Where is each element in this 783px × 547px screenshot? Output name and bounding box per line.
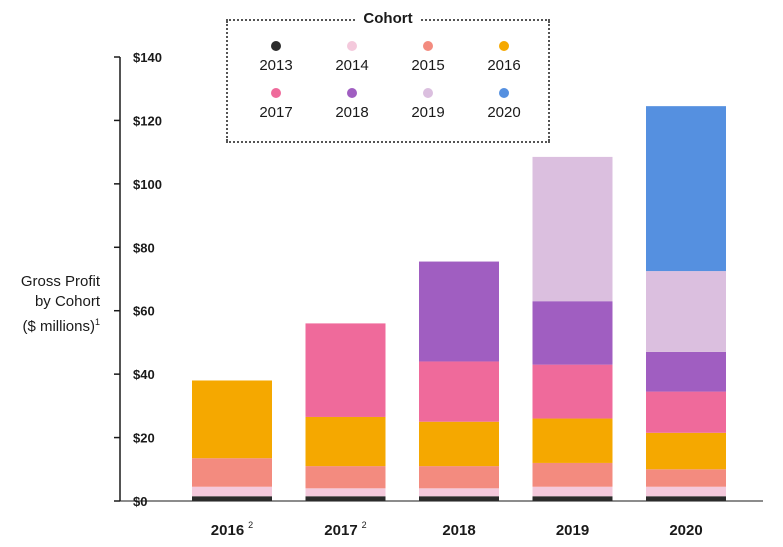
bar-segment-2019-cohort-2015 bbox=[532, 462, 613, 487]
legend-label: 2019 bbox=[411, 104, 445, 121]
bar-segment-2019-cohort-2017 bbox=[532, 364, 613, 419]
legend-item-2013: 2013 bbox=[238, 41, 314, 74]
bar-segment-2020-cohort-2016 bbox=[646, 432, 726, 470]
bar-segment-2020-cohort-2014 bbox=[646, 486, 726, 497]
bar-segment-2018-cohort-2014 bbox=[419, 488, 499, 497]
legend-item-2015: 2015 bbox=[390, 41, 466, 74]
x-tick-label: 2020 bbox=[669, 522, 702, 539]
x-tick-footnote: 2 bbox=[248, 520, 253, 530]
bar-segment-2017-cohort-2013 bbox=[305, 496, 386, 501]
bar-segment-2020-cohort-2019 bbox=[646, 271, 726, 352]
legend-item-2018: 2018 bbox=[314, 88, 390, 121]
legend-item-2019: 2019 bbox=[390, 88, 466, 121]
bar-segment-2017-cohort-2016 bbox=[305, 416, 386, 467]
legend-label: 2017 bbox=[259, 104, 293, 121]
y-axis-title-line3: ($ millions)1 bbox=[22, 317, 100, 335]
y-axis-title-line1: Gross Profit bbox=[20, 273, 100, 290]
legend-item-2020: 2020 bbox=[466, 88, 542, 121]
legend-label: 2018 bbox=[335, 104, 369, 121]
legend-label: 2016 bbox=[487, 57, 521, 74]
y-axis-title-line2: by Cohort bbox=[34, 293, 100, 310]
bar-segment-2019-cohort-2018 bbox=[532, 301, 613, 365]
y-axis-footnote: 1 bbox=[94, 317, 100, 327]
legend-item-2017: 2017 bbox=[238, 88, 314, 121]
legend-items: 2013 2014 2015 2016 2017 2018 2019 2020 bbox=[238, 41, 542, 121]
legend-swatch bbox=[347, 41, 357, 51]
bar-segment-2018-cohort-2013 bbox=[419, 496, 499, 501]
bar-segment-2020-cohort-2018 bbox=[646, 351, 726, 392]
y-tick-label: $100 bbox=[133, 177, 162, 192]
y-tick-label: $20 bbox=[133, 431, 155, 446]
legend-swatch bbox=[271, 41, 281, 51]
bar-segment-2017-cohort-2015 bbox=[305, 466, 386, 489]
legend: Cohort 2013 2014 2015 2016 2017 2018 2019 2020 bbox=[226, 10, 550, 143]
legend-swatch bbox=[423, 88, 433, 98]
legend-swatch bbox=[499, 41, 509, 51]
bar-segment-2018-cohort-2015 bbox=[419, 466, 499, 489]
bars-group bbox=[192, 106, 726, 501]
bar-segment-2018-cohort-2018 bbox=[419, 261, 499, 362]
legend-label: 2013 bbox=[259, 57, 293, 74]
bar-segment-2019-cohort-2019 bbox=[532, 156, 613, 302]
legend-item-2016: 2016 bbox=[466, 41, 542, 74]
bar-segment-2016-cohort-2016 bbox=[192, 380, 272, 459]
y-axis-title: Gross Profit by Cohort ($ millions)1 bbox=[4, 272, 100, 337]
bar-segment-2016-cohort-2014 bbox=[192, 486, 272, 497]
legend-label: 2015 bbox=[411, 57, 445, 74]
x-tick-label: 2018 bbox=[442, 522, 475, 539]
legend-title: Cohort bbox=[226, 10, 550, 27]
bar-segment-2018-cohort-2016 bbox=[419, 421, 499, 467]
bar-segment-2016-cohort-2015 bbox=[192, 458, 272, 487]
x-axis-labels: 2016 2 2017 2 2018 2019 2020 bbox=[211, 520, 703, 539]
legend-item-2014: 2014 bbox=[314, 41, 390, 74]
bar-segment-2017-cohort-2017 bbox=[305, 323, 386, 417]
bar-segment-2019-cohort-2014 bbox=[532, 486, 613, 497]
x-tick-footnote: 2 bbox=[362, 520, 367, 530]
bar-segment-2017-cohort-2014 bbox=[305, 488, 386, 497]
y-tick-label: $60 bbox=[133, 304, 155, 319]
y-tick-label: $80 bbox=[133, 240, 155, 255]
legend-label: 2014 bbox=[335, 57, 369, 74]
bar-segment-2020-cohort-2015 bbox=[646, 469, 726, 487]
legend-label: 2020 bbox=[487, 104, 521, 121]
bar-segment-2019-cohort-2013 bbox=[532, 496, 613, 501]
x-tick-label: 2017 2 bbox=[324, 520, 366, 539]
bar-segment-2020-cohort-2013 bbox=[646, 496, 726, 501]
x-tick-label: 2016 2 bbox=[211, 520, 253, 539]
bar-segment-2018-cohort-2017 bbox=[419, 361, 499, 422]
y-tick-label: $40 bbox=[133, 367, 155, 382]
legend-swatch bbox=[423, 41, 433, 51]
y-tick-label: $120 bbox=[133, 113, 162, 128]
y-tick-label: $140 bbox=[133, 50, 162, 65]
bar-segment-2020-cohort-2020 bbox=[646, 106, 726, 272]
legend-swatch bbox=[271, 88, 281, 98]
legend-swatch bbox=[499, 88, 509, 98]
bar-segment-2019-cohort-2016 bbox=[532, 418, 613, 463]
x-tick-label: 2019 bbox=[556, 522, 589, 539]
bar-segment-2016-cohort-2013 bbox=[192, 496, 272, 501]
legend-swatch bbox=[347, 88, 357, 98]
bar-segment-2020-cohort-2017 bbox=[646, 391, 726, 433]
